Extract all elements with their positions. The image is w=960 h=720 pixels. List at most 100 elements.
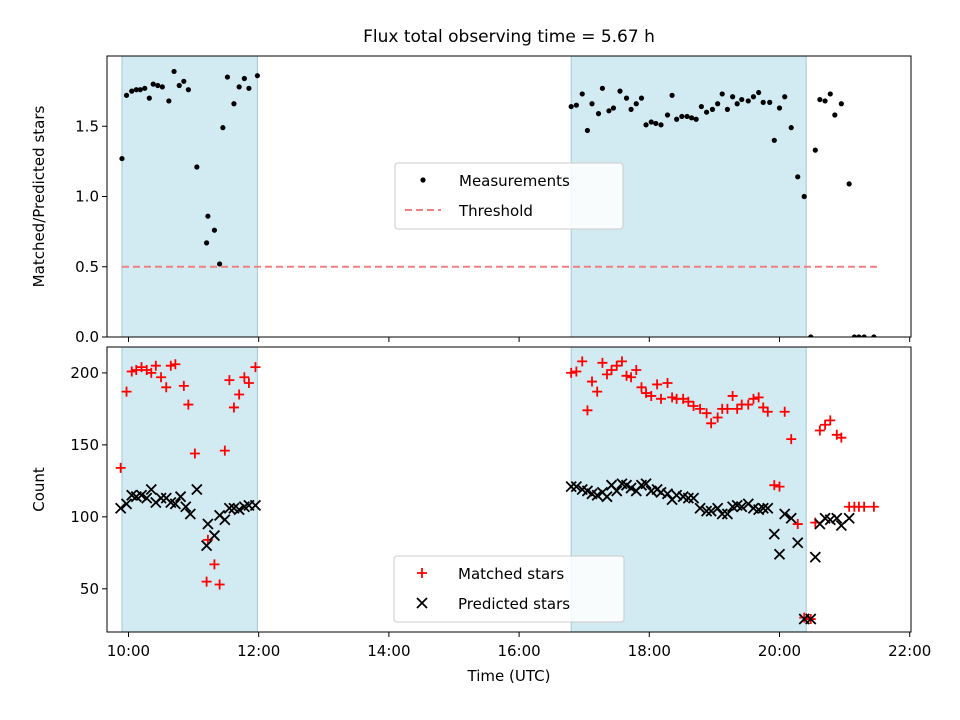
predicted-point bbox=[736, 501, 748, 513]
x-axis-label: Time (UTC) bbox=[467, 667, 551, 685]
measurement-point bbox=[643, 122, 649, 128]
matched-point bbox=[243, 377, 254, 388]
matched-point bbox=[774, 481, 785, 492]
matched-point bbox=[762, 406, 773, 417]
measurement-point bbox=[871, 334, 877, 337]
matched-point bbox=[209, 559, 220, 570]
measurement-point bbox=[217, 261, 223, 267]
predicted-point bbox=[249, 499, 262, 511]
measurement-point bbox=[589, 101, 595, 107]
legend-label: Measurements bbox=[459, 172, 570, 190]
measurement-point bbox=[846, 181, 852, 187]
measurement-point bbox=[693, 116, 699, 122]
measurement-point bbox=[623, 95, 630, 101]
matched-point bbox=[701, 408, 712, 419]
matched-point bbox=[156, 372, 167, 383]
measurement-point bbox=[241, 75, 247, 82]
predicted-point bbox=[757, 502, 769, 514]
matched-point bbox=[825, 415, 836, 426]
measurement-point bbox=[133, 87, 139, 93]
plot-area bbox=[119, 68, 878, 337]
measurement-point bbox=[653, 120, 659, 127]
measurement-point bbox=[610, 105, 617, 111]
matched-point bbox=[743, 399, 754, 410]
matched-point bbox=[616, 356, 627, 367]
matched-point bbox=[688, 401, 699, 412]
matched-point bbox=[587, 376, 598, 387]
matched-point bbox=[224, 375, 235, 386]
predicted-point bbox=[416, 597, 428, 609]
measurement-point bbox=[579, 91, 585, 97]
observing-span bbox=[121, 346, 258, 633]
predicted-point bbox=[570, 480, 583, 493]
measurement-point bbox=[709, 106, 716, 112]
matched-point bbox=[250, 362, 261, 373]
matched-point bbox=[652, 379, 663, 390]
measurement-point bbox=[236, 84, 242, 90]
measurement-point bbox=[788, 125, 794, 131]
measurement-point bbox=[698, 103, 704, 110]
measurement-point bbox=[246, 85, 252, 91]
matched-point bbox=[859, 501, 870, 512]
series-measurements bbox=[119, 68, 877, 337]
measurement-point bbox=[638, 95, 645, 101]
measurement-point bbox=[838, 101, 844, 107]
predicted-point bbox=[591, 489, 603, 501]
matched-point bbox=[183, 399, 194, 410]
predicted-point bbox=[694, 502, 706, 514]
measurement-point bbox=[684, 113, 690, 120]
predicted-point bbox=[792, 537, 804, 549]
y-tick-label: 1.0 bbox=[75, 188, 99, 206]
measurement-point bbox=[822, 98, 828, 104]
measurement-point bbox=[827, 91, 833, 97]
predicted-point bbox=[219, 514, 231, 526]
measurement-point bbox=[617, 88, 623, 94]
measurement-point bbox=[420, 177, 426, 183]
measurement-point bbox=[719, 91, 725, 97]
predicted-point bbox=[831, 512, 843, 524]
matched-point bbox=[695, 403, 706, 414]
measurement-point bbox=[129, 88, 135, 94]
matched-point bbox=[683, 396, 694, 407]
matched-point bbox=[571, 366, 582, 377]
predicted-point bbox=[233, 504, 245, 516]
matched-point bbox=[178, 380, 189, 391]
measurement-point bbox=[756, 89, 762, 96]
measurement-point bbox=[633, 101, 639, 107]
measurement-point bbox=[205, 213, 211, 219]
measurement-point bbox=[194, 164, 200, 170]
legend-label: Predicted stars bbox=[458, 595, 570, 613]
matched-point bbox=[727, 390, 738, 401]
matched-point bbox=[126, 366, 137, 377]
measurement-point bbox=[739, 96, 745, 103]
x-tick-label: 20:00 bbox=[758, 642, 801, 660]
matched-point bbox=[786, 434, 797, 445]
measurement-point bbox=[782, 94, 788, 100]
matched-point bbox=[626, 372, 637, 383]
predicted-point bbox=[184, 508, 196, 520]
matched-point bbox=[769, 480, 780, 491]
matched-point bbox=[165, 360, 176, 371]
measurement-point bbox=[599, 85, 606, 91]
matched-point bbox=[732, 403, 743, 414]
measurement-point bbox=[123, 92, 130, 98]
y-tick-label: 50 bbox=[80, 580, 99, 598]
matched-point bbox=[150, 360, 161, 371]
y-axis-label: Matched/Predicted stars bbox=[30, 106, 48, 288]
matched-point bbox=[592, 386, 603, 397]
measurement-point bbox=[669, 92, 675, 98]
measurement-point bbox=[181, 78, 187, 84]
predicted-point bbox=[169, 498, 181, 510]
measurement-point bbox=[856, 334, 862, 337]
measurement-point bbox=[204, 240, 210, 246]
measurement-point bbox=[176, 82, 182, 89]
measurement-point bbox=[146, 95, 152, 101]
predicted-point bbox=[687, 492, 700, 504]
measurement-point bbox=[851, 334, 857, 337]
matched-point bbox=[753, 392, 764, 403]
measurement-point bbox=[664, 112, 671, 118]
measurement-point bbox=[584, 127, 591, 134]
matched-point bbox=[646, 390, 657, 401]
matched-point bbox=[792, 519, 803, 530]
matched-point bbox=[597, 357, 608, 368]
